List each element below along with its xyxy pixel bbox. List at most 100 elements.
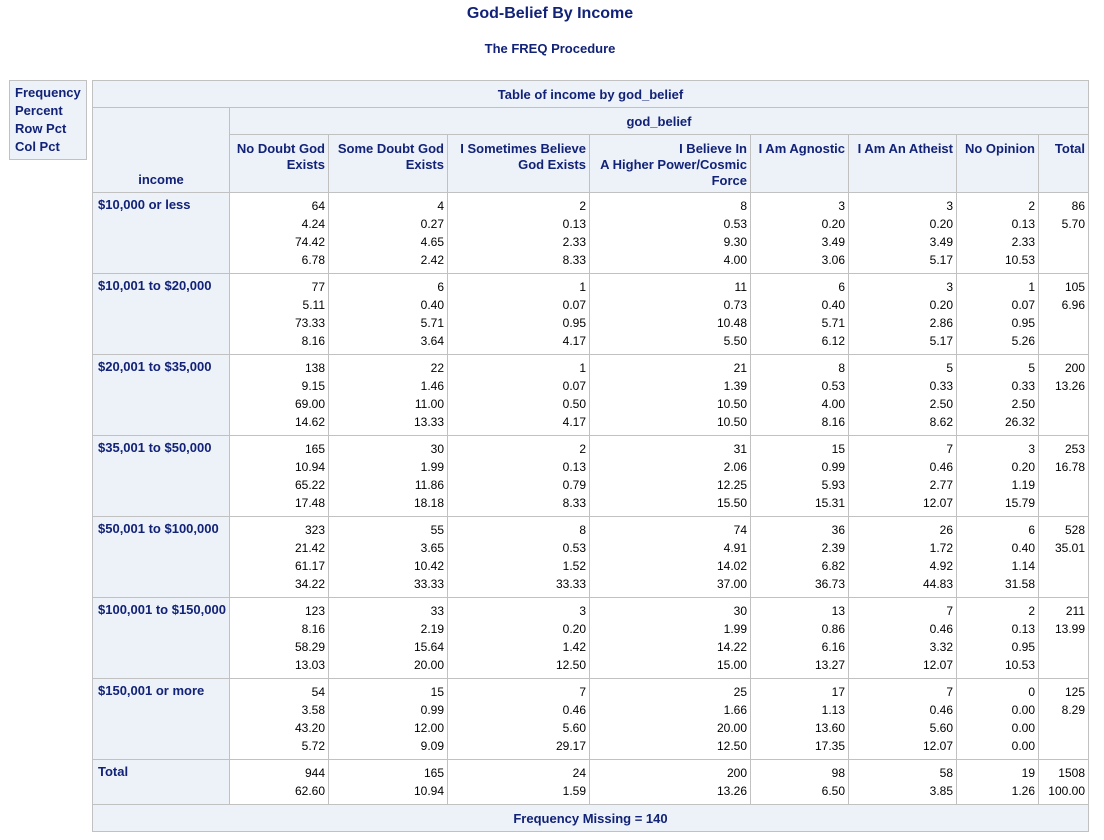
cell-value: 12.25	[716, 478, 747, 492]
cell-value: 5.60	[562, 721, 586, 735]
table-cell: 1508 100.00	[1038, 759, 1089, 805]
cell-value: 43.20	[294, 721, 325, 735]
cell-value: 0.46	[929, 703, 953, 717]
cell-value: 125	[1064, 685, 1085, 699]
cell-value: 0.20	[562, 622, 586, 636]
table-cell: 2 0.13 0.79 8.33	[447, 435, 590, 517]
table-row: $100,001 to $150,000 123 8.16 58.29 13.03 33 2…	[92, 597, 1089, 679]
legend-item: Col Pct	[15, 139, 60, 154]
table-cell: 7 0.46 5.60 29.17	[447, 678, 590, 760]
cell-value: 5.60	[929, 721, 953, 735]
cell-value: 7	[946, 604, 953, 618]
report-title: God-Belief By Income	[466, 5, 634, 22]
cell-value: 34.22	[294, 577, 325, 591]
cell-value: 2.42	[420, 253, 444, 267]
cell-value: 7	[946, 685, 953, 699]
table-cell: 3 0.20 3.49 5.17	[848, 192, 957, 274]
cell-value: 54	[311, 685, 325, 699]
cell-value: 4.92	[929, 559, 953, 573]
cell-value: 11	[734, 280, 747, 294]
cell-value: 13.03	[294, 658, 325, 672]
table-cell: 3 0.20 2.86 5.17	[848, 273, 957, 355]
cell-value: 2.19	[420, 622, 444, 636]
table-cell: 3 0.20 3.49 3.06	[750, 192, 849, 274]
table-cell: 55 3.65 10.42 33.33	[328, 516, 448, 598]
table-cell: 7 0.46 5.60 12.07	[848, 678, 957, 760]
cell-value: 13.99	[1054, 622, 1085, 636]
cell-value: 1.19	[1011, 478, 1035, 492]
crosstab-table: Table of income by god_belief income god…	[92, 80, 1089, 832]
cell-value: 29.17	[555, 739, 586, 753]
column-header: Some Doubt God Exists	[328, 134, 448, 193]
table-cell: 138 9.15 69.00 14.62	[229, 354, 329, 436]
table-row: $35,001 to $50,000 165 10.94 65.22 17.48 30 1.…	[92, 435, 1089, 517]
column-header-line: No Doubt God	[236, 141, 325, 156]
cell-value: 12.00	[413, 721, 444, 735]
cell-value: 37.00	[716, 577, 747, 591]
cell-value: 1.72	[929, 541, 953, 555]
table-cell: 7 0.46 2.77 12.07	[848, 435, 957, 517]
cell-value: 6.82	[821, 559, 845, 573]
table-cell: 323 21.42 61.17 34.22	[229, 516, 329, 598]
cell-value: 5.26	[1011, 334, 1035, 348]
cell-value: 8	[740, 199, 747, 213]
procedure-subtitle: The FREQ Procedure	[484, 41, 616, 56]
cell-value: 31	[733, 442, 747, 456]
cell-value: 15.00	[716, 658, 747, 672]
cell-value: 5.71	[821, 316, 845, 330]
cell-value: 4	[437, 199, 444, 213]
table-cell: 6 0.40 5.71 6.12	[750, 273, 849, 355]
cell-value: 200	[726, 766, 747, 780]
cell-value: 5	[946, 361, 953, 375]
cell-value: 14.02	[716, 559, 747, 573]
table-cell: 528 35.01	[1038, 516, 1089, 598]
cell-value: 0.33	[1011, 379, 1035, 393]
cell-value: 1	[579, 361, 586, 375]
cell-value: 0.95	[562, 316, 586, 330]
cell-value: 13.26	[1054, 379, 1085, 393]
column-header: I Sometimes Believe God Exists	[447, 134, 590, 193]
table-cell: 19 1.26	[956, 759, 1039, 805]
cell-value: 0.00	[1011, 721, 1035, 735]
cell-value: 77	[311, 280, 325, 294]
cell-value: 0.07	[562, 298, 586, 312]
cell-value: 20.00	[716, 721, 747, 735]
cell-value: 21.42	[294, 541, 325, 555]
column-header: I Am Agnostic	[750, 134, 849, 193]
cell-value: 5.17	[929, 253, 953, 267]
table-row: $150,001 or more 54 3.58 43.20 5.72 15 0.99 12.…	[92, 678, 1089, 760]
cell-value: 5	[1028, 361, 1035, 375]
cell-value: 10.50	[716, 397, 747, 411]
cell-value: 25	[733, 685, 747, 699]
table-cell: 26 1.72 4.92 44.83	[848, 516, 957, 598]
cell-value: 0	[1028, 685, 1035, 699]
cell-value: 123	[304, 604, 325, 618]
cell-value: 11.00	[414, 397, 444, 411]
cell-value: 0.07	[1011, 298, 1035, 312]
table-cell: 86 5.70	[1038, 192, 1089, 274]
cell-value: 10.94	[413, 784, 444, 798]
column-header-line: Exists	[286, 157, 325, 172]
table-cell: 98 6.50	[750, 759, 849, 805]
cell-value: 4.17	[562, 415, 586, 429]
table-cell: 25 1.66 20.00 12.50	[589, 678, 751, 760]
cell-value: 105	[1064, 280, 1085, 294]
cell-value: 211	[1065, 604, 1085, 618]
cell-value: 5.11	[302, 298, 325, 312]
cell-value: 12.07	[922, 658, 953, 672]
cell-value: 98	[831, 766, 845, 780]
column-header-line: Exists	[405, 157, 444, 172]
cell-value: 0.99	[420, 703, 444, 717]
row-header: $35,001 to $50,000	[92, 435, 230, 517]
cell-value: 15	[430, 685, 444, 699]
cell-value: 13.60	[814, 721, 845, 735]
cell-value: 11.86	[414, 478, 444, 492]
cell-value: 0.13	[1011, 622, 1035, 636]
cell-value: 2	[1028, 199, 1035, 213]
row-header: $100,001 to $150,000	[92, 597, 230, 679]
table-caption: Table of income by god_belief	[92, 80, 1089, 108]
cell-value: 15.50	[716, 496, 747, 510]
cell-value: 4.17	[562, 334, 586, 348]
cell-value: 2.86	[929, 316, 953, 330]
cell-value: 0.46	[562, 703, 586, 717]
